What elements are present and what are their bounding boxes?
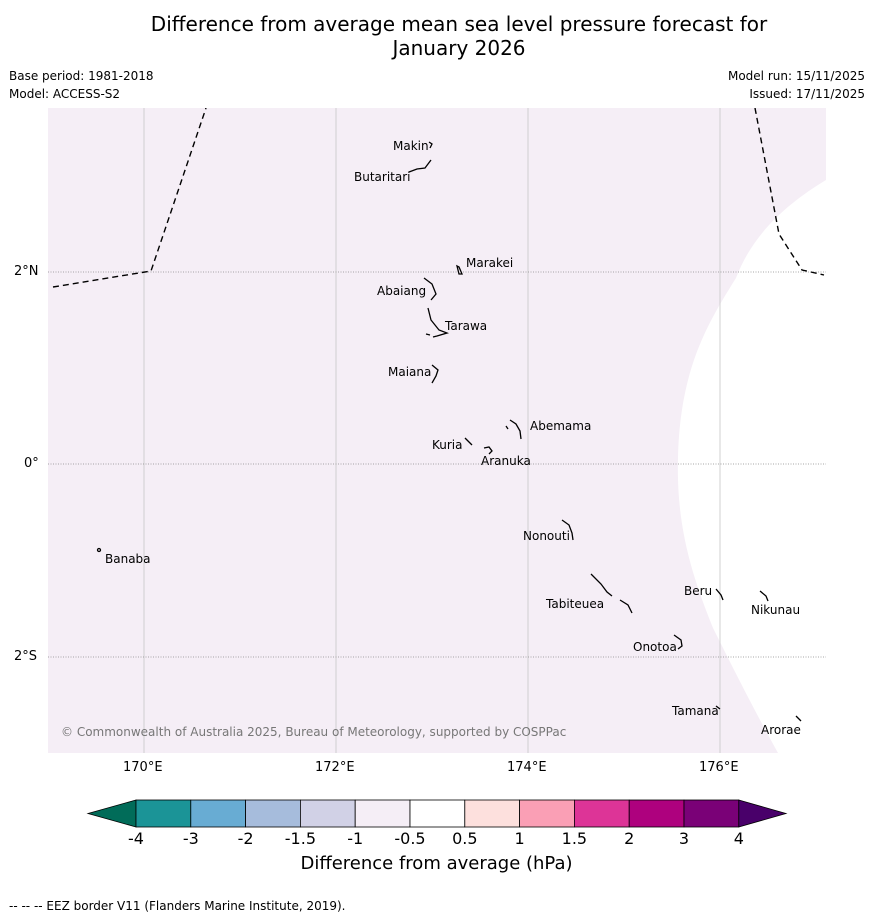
islands [96,141,802,722]
chart-title: Difference from average mean sea level p… [0,12,873,60]
colorbar-segment-1 [190,799,247,828]
lat-label-2n: 2°N [14,264,39,279]
lon-label-172e: 172°E [315,760,355,775]
island-maiana [431,364,439,384]
island-nonouti [561,519,574,541]
lon-label-174e: 174°E [507,760,547,775]
island-makin [428,141,433,149]
colorbar-tick-label: -0.5 [394,829,426,848]
island-arorae [795,715,802,722]
meta-left: Base period: 1981-2018 Model: ACCESS-S2 [9,67,154,103]
colorbar-segment-3 [299,799,356,828]
island-abemama-west [505,425,509,430]
base-period: Base period: 1981-2018 [9,69,154,83]
place-labels: Makin Butaritari Marakei Abaiang Tarawa … [105,139,801,737]
meta-right: Model run: 15/11/2025 Issued: 17/11/2025 [728,67,865,103]
model-name: Model: ACCESS-S2 [9,87,121,101]
label-aranuka: Aranuka [481,454,531,468]
island-marakei [456,264,463,275]
issued-date: Issued: 17/11/2025 [749,87,865,101]
colorbar-tick-label: 1.5 [561,829,588,848]
label-nonouti: Nonouti [523,529,570,543]
colorbar-tick-label: -1 [347,829,364,848]
island-onotoa [673,634,683,650]
island-nikunau [759,590,769,602]
colorbar [86,799,788,828]
colorbar-tick-label: 2 [624,829,635,848]
colorbar-segment-6 [464,799,520,828]
label-kuria: Kuria [432,438,463,452]
label-butaritari: Butaritari [354,170,411,184]
label-tabiteuea: Tabiteuea [545,597,604,611]
colorbar-segments [86,799,788,828]
eez-border-west [52,108,207,288]
label-beru: Beru [684,584,712,598]
lat-label-0: 0° [24,456,39,471]
gridlines [143,108,721,753]
island-tarawa [427,307,450,338]
label-nikunau: Nikunau [751,603,800,617]
label-onotoa: Onotoa [633,640,677,654]
island-abaiang [423,277,437,301]
island-tabiteuea-south [619,599,633,614]
colorbar-tick-label: -2 [237,829,254,848]
island-aranuka [483,446,493,455]
label-arorae: Arorae [761,723,801,737]
colorbar-tick-label: -3 [182,829,199,848]
island-beru [715,588,724,601]
title-line-2: January 2026 [392,36,526,60]
label-maiana: Maiana [388,365,431,379]
island-butaritari [408,159,432,173]
colorbar-segment-4 [354,799,411,828]
colorbar-tick-label: 4 [733,829,744,848]
label-banaba: Banaba [105,552,151,566]
lon-label-170e: 170°E [123,760,163,775]
label-tarawa: Tarawa [444,319,487,333]
colorbar-tick-label: -1.5 [284,829,316,848]
colorbar-extend-high [738,799,788,828]
island-banaba [96,547,102,553]
island-tarawa-west [425,333,431,336]
island-tamana [715,705,721,710]
label-abemama: Abemama [530,419,591,433]
model-run: Model run: 15/11/2025 [727,69,865,83]
colorbar-tick-label: -4 [128,829,144,848]
eez-borders [52,108,825,288]
label-tamana: Tamana [671,704,719,718]
colorbar-tick-label: 0.5 [452,829,478,848]
lat-label-2s: 2°S [14,649,38,664]
colorbar-segment-2 [245,799,301,828]
lat-gridlines [48,271,826,658]
eez-source-note: -- -- -- EEZ border V11 (Flanders Marine… [9,899,346,913]
title-line-1: Difference from average mean sea level p… [150,12,768,36]
colorbar-segment-7 [519,799,575,828]
island-kuria [464,437,473,446]
label-marakei: Marakei [466,256,513,270]
colorbar-segment-0 [135,799,192,828]
eez-border-east [754,108,825,276]
colorbar-segment-8 [574,799,630,828]
island-abemama [509,419,522,440]
colorbar-extend-low [86,799,137,828]
colorbar-label: Difference from average (hPa) [300,853,573,874]
map-panel[interactable]: Makin Butaritari Marakei Abaiang Tarawa … [48,108,826,753]
colorbar-tick-label: 3 [678,829,690,848]
label-abaiang: Abaiang [377,284,426,298]
copyright-notice: © Commonwealth of Australia 2025, Bureau… [61,725,566,739]
neutral-region [677,180,826,753]
colorbar-tick-label: 1 [514,829,525,848]
lon-label-176e: 176°E [699,760,739,775]
island-tabiteuea-north [590,573,613,597]
label-makin: Makin [393,139,429,153]
colorbar-segment-5 [409,799,466,828]
colorbar-segment-10 [683,799,740,828]
colorbar-segment-9 [628,799,685,828]
